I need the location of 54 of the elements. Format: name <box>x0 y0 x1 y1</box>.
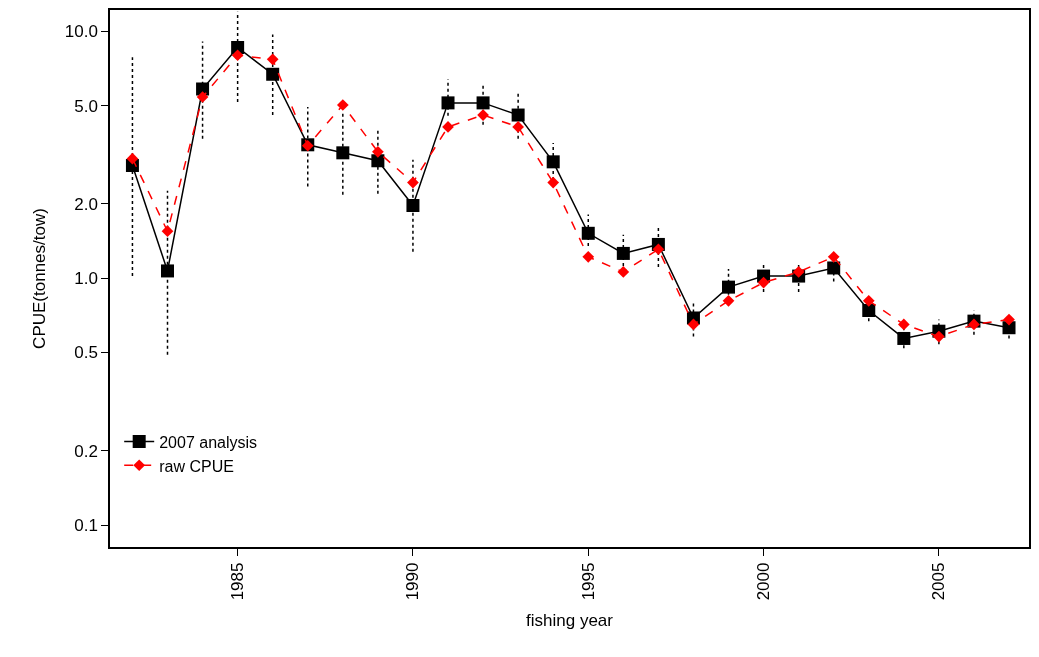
point <box>161 225 174 238</box>
y-tick-label: 2.0 <box>74 194 98 214</box>
point <box>266 67 280 81</box>
point <box>862 303 876 317</box>
point <box>722 280 736 294</box>
point <box>161 264 174 278</box>
point <box>372 145 384 158</box>
point <box>616 246 630 260</box>
point <box>897 318 910 331</box>
point <box>1003 313 1015 326</box>
x-tick-label: 2000 <box>754 562 774 601</box>
point <box>722 294 735 307</box>
point <box>441 96 455 110</box>
point <box>546 155 560 169</box>
point <box>897 331 911 345</box>
point <box>862 294 875 307</box>
x-tick-label: 1985 <box>228 562 248 601</box>
point <box>512 121 524 133</box>
point <box>406 199 420 212</box>
point <box>196 91 209 103</box>
legend-label: raw CPUE <box>159 457 234 475</box>
point <box>371 154 385 168</box>
point <box>652 243 665 256</box>
legend-label: 2007 analysis <box>159 433 258 451</box>
point <box>511 108 525 122</box>
point <box>827 251 840 263</box>
point <box>336 146 350 160</box>
y-tick-label: 0.5 <box>74 343 98 363</box>
y-axis-title: CPUE(tonnes/tow) <box>29 208 49 349</box>
point <box>547 176 560 189</box>
point <box>126 152 139 165</box>
point <box>617 266 630 278</box>
point <box>687 318 700 331</box>
x-axis-title: fishing year <box>526 611 614 631</box>
point <box>231 49 244 62</box>
point <box>476 96 490 110</box>
point <box>336 99 349 111</box>
point <box>827 261 841 275</box>
y-tick-label: 10.0 <box>64 22 98 42</box>
x-tick-label: 1990 <box>403 562 423 601</box>
y-tick-label: 5.0 <box>74 96 98 116</box>
point <box>933 330 945 343</box>
point <box>968 318 980 331</box>
point <box>792 266 805 278</box>
x-tick-label: 1995 <box>578 562 598 601</box>
y-tick-label: 0.2 <box>74 441 98 461</box>
point <box>581 226 595 240</box>
point <box>407 176 419 189</box>
point <box>582 251 595 263</box>
point <box>266 53 279 66</box>
x-tick-label: 2005 <box>929 562 949 601</box>
y-tick-label: 0.1 <box>74 516 98 536</box>
point <box>757 276 770 289</box>
y-tick-label: 1.0 <box>74 269 98 289</box>
